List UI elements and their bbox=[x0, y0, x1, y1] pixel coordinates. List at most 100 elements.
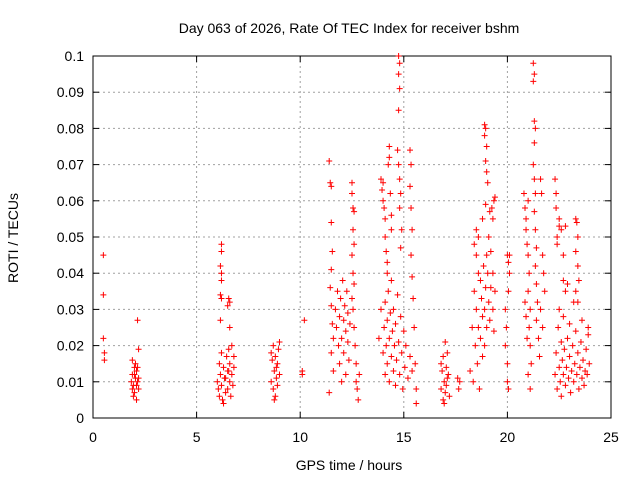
data-point bbox=[484, 179, 491, 186]
data-point bbox=[385, 161, 392, 168]
data-point bbox=[552, 371, 559, 378]
data-point bbox=[504, 360, 511, 367]
data-point bbox=[220, 400, 227, 407]
data-point bbox=[527, 386, 534, 393]
data-point bbox=[481, 342, 488, 349]
data-point bbox=[562, 288, 569, 295]
data-point bbox=[584, 371, 591, 378]
data-point bbox=[100, 335, 107, 342]
data-point bbox=[527, 342, 534, 349]
data-point bbox=[386, 335, 393, 342]
data-point bbox=[328, 349, 335, 356]
data-point bbox=[396, 85, 403, 92]
data-point bbox=[555, 324, 562, 331]
data-point bbox=[333, 324, 340, 331]
data-point bbox=[387, 310, 394, 317]
data-point bbox=[396, 371, 403, 378]
data-point bbox=[327, 284, 334, 291]
data-point bbox=[561, 346, 568, 353]
data-point bbox=[413, 386, 420, 393]
data-point bbox=[479, 215, 486, 222]
data-point bbox=[351, 281, 358, 288]
data-point bbox=[523, 313, 530, 320]
data-point bbox=[351, 241, 358, 248]
data-point bbox=[134, 378, 141, 385]
data-point bbox=[330, 367, 337, 374]
y-tick-label: 0.07 bbox=[57, 157, 84, 173]
data-point bbox=[479, 353, 486, 360]
data-point bbox=[218, 295, 225, 302]
data-point bbox=[335, 342, 342, 349]
data-point bbox=[339, 277, 346, 284]
data-point bbox=[525, 197, 532, 204]
data-point bbox=[444, 349, 451, 356]
data-point bbox=[330, 335, 337, 342]
data-point bbox=[556, 306, 563, 313]
data-point bbox=[375, 335, 382, 342]
data-point bbox=[100, 252, 107, 259]
data-point bbox=[556, 215, 563, 222]
data-point bbox=[341, 302, 348, 309]
data-point bbox=[329, 248, 336, 255]
data-point bbox=[222, 389, 229, 396]
data-point bbox=[217, 291, 224, 298]
data-point bbox=[573, 371, 580, 378]
data-point bbox=[438, 386, 445, 393]
data-point bbox=[526, 324, 533, 331]
data-point bbox=[356, 371, 363, 378]
y-tick-label: 0.04 bbox=[57, 265, 84, 281]
data-point bbox=[524, 241, 531, 248]
data-point bbox=[554, 234, 561, 240]
data-point bbox=[570, 378, 577, 385]
data-point bbox=[349, 295, 355, 302]
data-point bbox=[540, 270, 547, 277]
data-point bbox=[397, 313, 404, 320]
data-point bbox=[522, 299, 529, 306]
data-point bbox=[573, 219, 580, 226]
data-point bbox=[552, 176, 559, 183]
x-tick-label: 0 bbox=[89, 429, 97, 445]
data-point bbox=[133, 396, 140, 403]
data-point bbox=[395, 338, 402, 345]
data-point bbox=[564, 281, 571, 288]
data-point bbox=[486, 317, 493, 324]
data-point bbox=[554, 386, 561, 393]
data-point bbox=[473, 252, 480, 259]
data-point bbox=[446, 393, 453, 400]
data-point bbox=[485, 234, 492, 240]
data-point bbox=[525, 371, 532, 378]
data-point bbox=[577, 338, 584, 345]
data-point bbox=[216, 393, 223, 400]
data-point bbox=[390, 367, 397, 374]
data-point bbox=[482, 157, 489, 164]
data-point bbox=[556, 223, 563, 230]
data-point bbox=[382, 215, 389, 222]
data-point bbox=[326, 389, 333, 396]
data-point bbox=[228, 342, 235, 349]
y-tick-label: 0.02 bbox=[57, 338, 84, 354]
data-point bbox=[407, 353, 414, 360]
data-point bbox=[409, 273, 416, 280]
data-point bbox=[491, 194, 498, 201]
data-point bbox=[484, 270, 491, 277]
data-point bbox=[326, 157, 333, 164]
data-point bbox=[520, 190, 527, 197]
data-point bbox=[572, 215, 579, 222]
data-point bbox=[227, 393, 234, 400]
data-point bbox=[131, 389, 138, 396]
data-point bbox=[350, 270, 357, 277]
data-point bbox=[410, 295, 417, 302]
data-point bbox=[378, 306, 385, 313]
data-point bbox=[225, 367, 232, 374]
data-point bbox=[505, 386, 512, 393]
data-point bbox=[269, 357, 276, 364]
data-point bbox=[217, 262, 224, 269]
data-point bbox=[558, 393, 565, 400]
data-point bbox=[273, 375, 280, 382]
data-point bbox=[559, 357, 566, 364]
data-point bbox=[557, 378, 564, 385]
axis-ticks bbox=[92, 55, 612, 419]
data-point bbox=[385, 288, 392, 295]
data-point bbox=[456, 378, 463, 385]
data-point bbox=[395, 107, 402, 114]
